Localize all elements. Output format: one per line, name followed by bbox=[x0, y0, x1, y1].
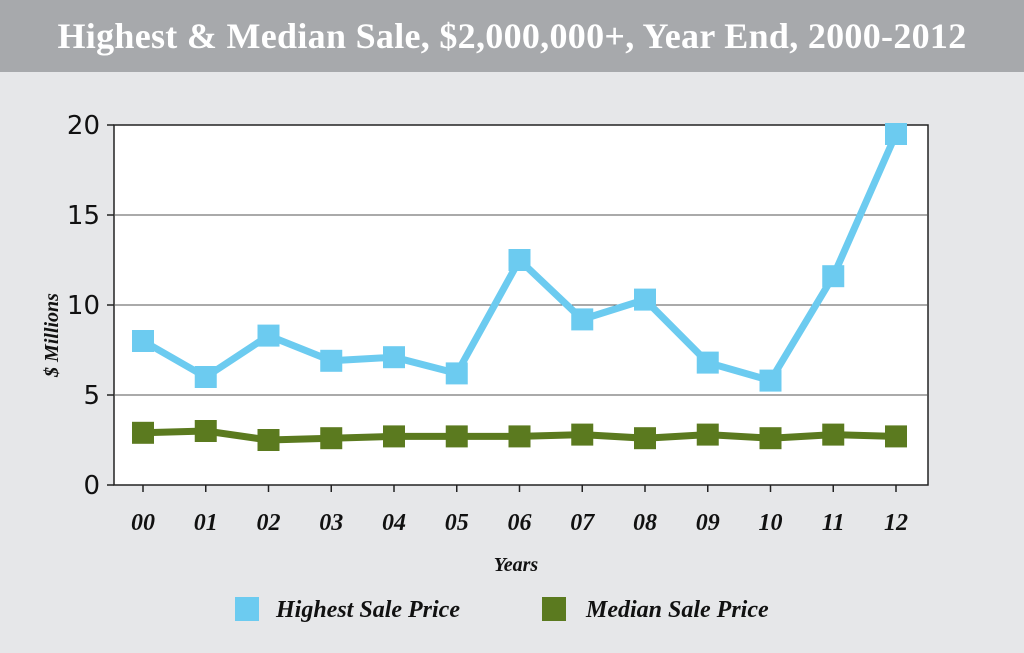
data-point-marker bbox=[508, 425, 531, 448]
y-tick-label: 15 bbox=[67, 201, 100, 231]
data-point-marker bbox=[320, 349, 343, 372]
data-point-marker bbox=[571, 423, 594, 446]
data-point-marker bbox=[132, 421, 154, 444]
legend: Highest Sale Price Median Sale Price bbox=[235, 597, 769, 623]
x-tick-label: 07 bbox=[570, 510, 595, 536]
y-axis-label: $ Millions bbox=[41, 293, 63, 378]
data-point-marker bbox=[822, 265, 845, 288]
x-tick-label: 09 bbox=[696, 510, 720, 536]
data-point-marker bbox=[696, 351, 719, 374]
x-axis-ticks: 00 01 02 03 04 05 06 07 08 09 10 11 12 bbox=[131, 485, 908, 536]
data-point-marker bbox=[634, 427, 656, 450]
x-tick-label: 04 bbox=[382, 510, 406, 536]
x-tick-label: 11 bbox=[822, 510, 845, 536]
data-point-marker bbox=[320, 427, 343, 450]
series-highest-sale-price bbox=[132, 123, 907, 392]
data-point-marker bbox=[885, 123, 907, 145]
x-tick-label: 10 bbox=[759, 510, 783, 536]
series-layer bbox=[132, 123, 907, 451]
data-point-marker bbox=[194, 420, 217, 442]
y-tick-label: 10 bbox=[67, 291, 100, 321]
data-point-marker bbox=[759, 427, 782, 450]
y-tick-label: 0 bbox=[83, 471, 100, 501]
x-tick-label: 01 bbox=[194, 510, 218, 536]
data-point-marker bbox=[383, 425, 405, 448]
data-point-marker bbox=[194, 366, 217, 388]
x-tick-label: 02 bbox=[257, 510, 281, 536]
data-point-marker bbox=[759, 369, 782, 392]
x-tick-label: 03 bbox=[319, 510, 343, 536]
data-point-marker bbox=[822, 423, 845, 446]
data-point-marker bbox=[445, 425, 468, 448]
legend-label: Median Sale Price bbox=[585, 597, 769, 623]
chart-title: Highest & Median Sale, $2,000,000+, Year… bbox=[57, 16, 967, 56]
legend-item: Highest Sale Price bbox=[235, 597, 460, 623]
data-point-marker bbox=[257, 324, 280, 347]
legend-swatch bbox=[235, 597, 259, 621]
data-point-marker bbox=[571, 308, 594, 331]
y-axis-ticks: 0 5 10 15 20 bbox=[67, 111, 114, 501]
y-tick-label: 20 bbox=[67, 111, 100, 141]
chart-title-bar: Highest & Median Sale, $2,000,000+, Year… bbox=[0, 0, 1024, 72]
data-point-marker bbox=[257, 429, 280, 451]
x-tick-label: 08 bbox=[633, 510, 657, 536]
legend-swatch bbox=[542, 597, 566, 621]
legend-label: Highest Sale Price bbox=[275, 597, 460, 623]
x-tick-label: 00 bbox=[131, 510, 155, 536]
x-axis-label: Years bbox=[494, 554, 539, 576]
x-tick-label: 05 bbox=[445, 510, 469, 536]
data-point-marker bbox=[383, 346, 405, 369]
data-point-marker bbox=[132, 330, 154, 352]
y-tick-label: 5 bbox=[83, 381, 100, 411]
data-point-marker bbox=[445, 362, 468, 385]
x-tick-label: 06 bbox=[508, 510, 532, 536]
data-point-marker bbox=[634, 288, 656, 311]
data-point-marker bbox=[696, 423, 719, 446]
series-median-sale-price bbox=[132, 420, 907, 451]
data-point-marker bbox=[885, 425, 907, 448]
legend-item: Median Sale Price bbox=[542, 597, 769, 623]
x-tick-label: 12 bbox=[884, 510, 908, 536]
grid-lines bbox=[114, 214, 928, 396]
data-point-marker bbox=[508, 249, 531, 271]
